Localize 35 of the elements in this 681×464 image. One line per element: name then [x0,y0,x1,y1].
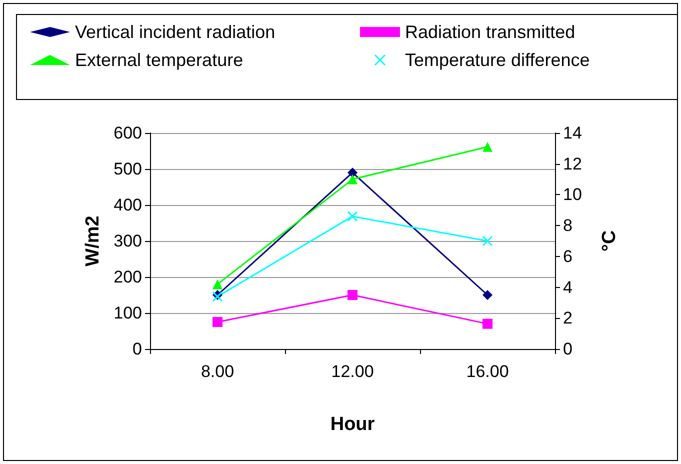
y2-tick-label: 8 [563,216,572,236]
legend-label: Temperature difference [405,50,590,70]
y2-tick-label: 10 [563,185,582,204]
point [348,168,358,178]
x-tick-label: 16.00 [466,362,509,381]
y-tick-label: 500 [114,160,142,178]
point [482,236,493,246]
y-tick-label: 100 [114,304,142,322]
point [482,318,492,329]
y2-tick-label: 6 [563,246,572,266]
y-tick-label: 200 [114,268,142,286]
y2-axis-title: °C [599,230,620,252]
legend-label: External temperature [75,50,244,70]
point [347,211,358,222]
x-axis-title: Hour [330,414,376,435]
legend-label: Radiation transmitted [405,22,576,42]
y2-tick-label: 2 [563,308,572,328]
point [482,142,492,152]
y-tick-label: 400 [114,196,142,214]
y-tick-label: 300 [114,232,142,250]
y2-tick-label: 0 [563,340,572,358]
y2-tick-label: 12 [563,154,582,174]
x-tick-label: 8.00 [200,362,234,381]
point [212,317,222,327]
y-tick-label: 600 [114,124,142,142]
point [482,290,492,300]
y-axis-title: W/m2 [82,216,104,266]
point [348,290,358,300]
point [212,279,222,290]
y2-tick-label: 14 [563,124,582,142]
y2-tick-label: 4 [563,278,572,297]
x-tick-label: 12.00 [331,362,374,381]
y-tick-label: 0 [132,340,142,358]
point [348,174,358,184]
legend-label: Vertical incident radiation [75,22,276,42]
